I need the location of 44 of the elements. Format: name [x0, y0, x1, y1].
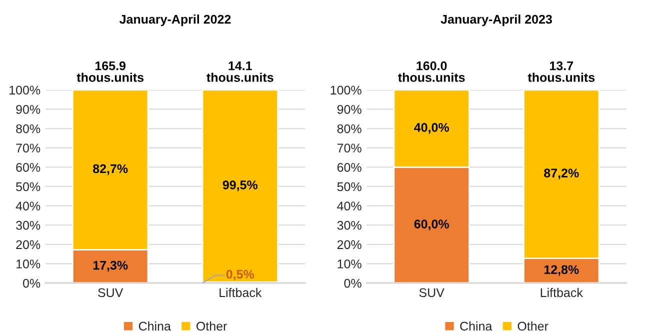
x-tick-label: SUV — [419, 288, 444, 298]
y-tick-label: 30% — [337, 220, 362, 230]
y-tick-label: 100% — [10, 86, 40, 95]
y-tick-label: 90% — [337, 105, 362, 114]
y-tick-label: 0% — [22, 278, 40, 288]
legend-label: Other — [518, 321, 548, 331]
y-tick-label: 100% — [330, 86, 362, 95]
y-tick-label: 90% — [16, 105, 40, 114]
y-tick-label: 70% — [337, 144, 362, 153]
y-tick-label: 40% — [16, 202, 40, 210]
y-tick-label: 30% — [16, 220, 40, 230]
data-label: 40,0% — [414, 123, 449, 134]
y-tick-label: 0% — [344, 278, 362, 288]
chart-title: January-April 2023 — [440, 14, 552, 26]
data-label: 60,0% — [414, 220, 449, 230]
y-tick-label: 10% — [338, 260, 362, 268]
y-tick-label: 60% — [16, 162, 40, 172]
legend-label: China — [460, 321, 492, 331]
chart-title: January-April 2022 — [119, 14, 231, 26]
y-tick-label: 40% — [337, 202, 362, 210]
annotation: 14.1 thous.units — [206, 62, 274, 82]
data-label: 87,2% — [544, 168, 579, 180]
data-label: 17,3% — [93, 260, 128, 272]
y-tick-label: 50% — [16, 182, 40, 192]
x-tick-label: Liftback — [220, 288, 262, 298]
y-tick-label: 60% — [337, 162, 362, 172]
y-tick-label: 20% — [337, 240, 362, 250]
legend-label: Other — [196, 321, 227, 331]
data-label: 12,8% — [544, 265, 579, 276]
y-tick-label: 10% — [16, 260, 40, 268]
legend-label: China — [138, 321, 171, 331]
x-tick-label: SUV — [98, 288, 124, 298]
annotation: 160.0 thous.units — [398, 61, 465, 82]
data-label: 82,7% — [93, 164, 128, 175]
y-tick-label: 70% — [16, 144, 40, 153]
y-tick-label: 50% — [337, 182, 362, 192]
data-label: 99,5% — [222, 180, 258, 192]
y-tick-label: 80% — [16, 124, 40, 134]
x-tick-label: Liftback — [540, 288, 583, 298]
data-label: 0,5% — [226, 270, 254, 280]
y-tick-label: 20% — [16, 240, 40, 250]
annotation: 165.9 thous.units — [76, 61, 144, 82]
y-tick-label: 80% — [337, 124, 362, 134]
annotation: 13.7 thous.units — [528, 61, 595, 82]
